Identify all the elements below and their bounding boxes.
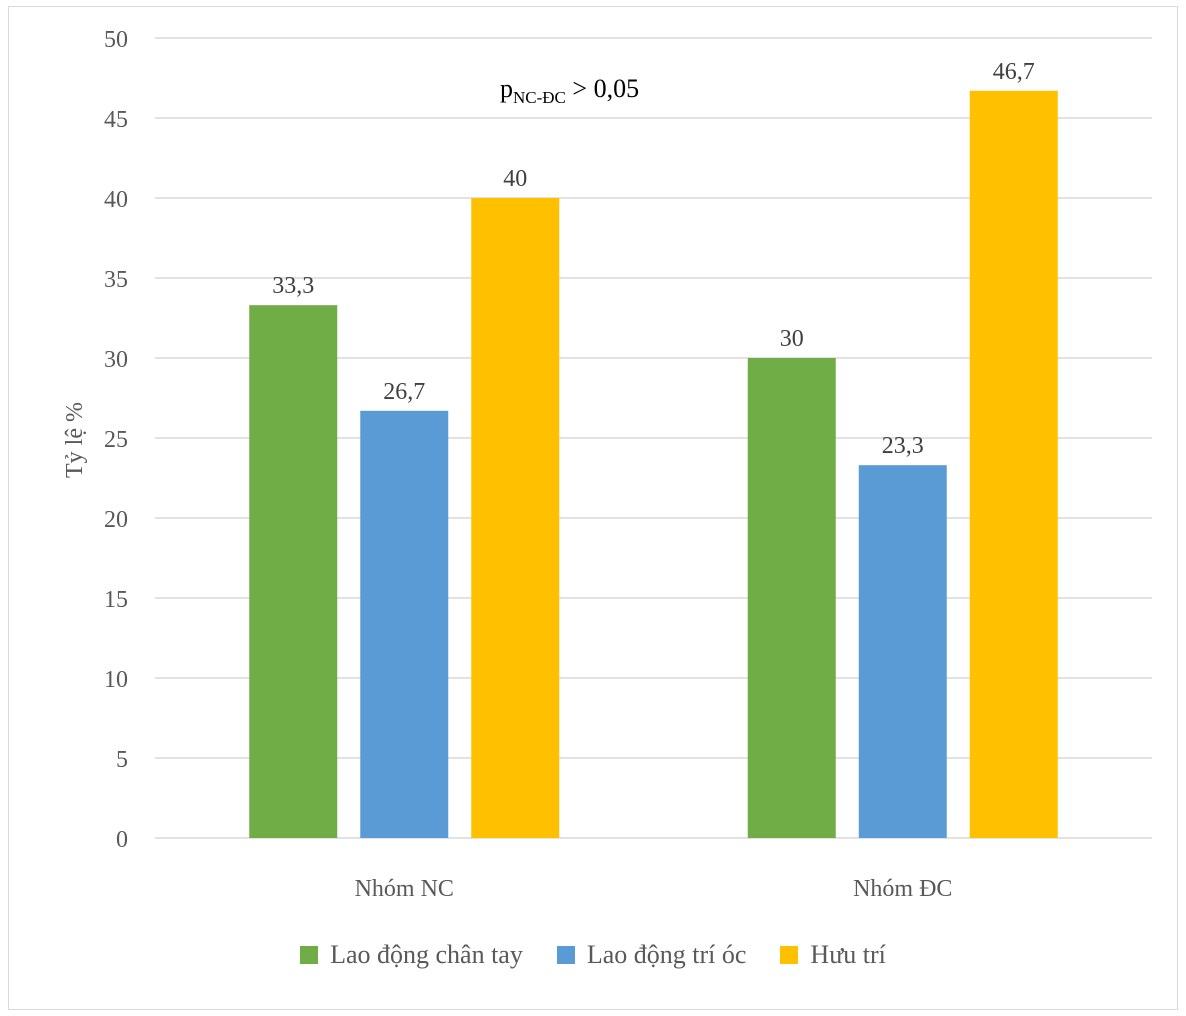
y-tick-label: 10 bbox=[104, 667, 128, 693]
data-label: 33,3 bbox=[272, 273, 314, 299]
bar bbox=[747, 358, 836, 838]
legend-swatch bbox=[300, 946, 319, 964]
legend-label: Hưu trí bbox=[810, 940, 886, 969]
y-tick-label: 25 bbox=[104, 427, 128, 453]
y-tick-label: 50 bbox=[104, 27, 128, 53]
bar-chart: 0 5 10 15 20 25 30 35 40 45 50 33,3 26,7 40 30 23,3 46,… bbox=[62, 27, 1152, 902]
bar bbox=[969, 90, 1058, 839]
p-value-annotation: pNC-ĐC > 0,05 bbox=[500, 74, 639, 107]
y-tick-label: 5 bbox=[116, 747, 128, 773]
legend-label: Lao động trí óc bbox=[586, 940, 747, 969]
category-label: Nhóm ĐC bbox=[853, 876, 952, 902]
y-tick-label: 45 bbox=[104, 107, 128, 133]
bars bbox=[249, 90, 1058, 839]
legend: Lao động chân tay Lao động trí óc Hưu trí bbox=[0, 940, 1186, 970]
y-axis-ticks: 0 5 10 15 20 25 30 35 40 45 50 bbox=[104, 27, 128, 853]
y-tick-label: 0 bbox=[116, 827, 128, 853]
data-label: 26,7 bbox=[383, 379, 425, 405]
bar bbox=[360, 410, 449, 838]
y-tick-label: 30 bbox=[104, 347, 128, 373]
data-label: 40 bbox=[503, 166, 527, 192]
data-label: 30 bbox=[780, 326, 804, 352]
legend-label: Lao động chân tay bbox=[330, 940, 523, 969]
legend-item: Hưu trí bbox=[780, 940, 886, 970]
category-labels: Nhóm NC Nhóm ĐC bbox=[355, 876, 953, 902]
legend-swatch bbox=[556, 946, 575, 964]
y-tick-label: 40 bbox=[104, 187, 128, 213]
bar bbox=[471, 198, 560, 838]
bar bbox=[858, 465, 947, 838]
y-tick-label: 35 bbox=[104, 267, 128, 293]
y-tick-label: 15 bbox=[104, 587, 128, 613]
legend-item: Lao động chân tay bbox=[300, 940, 523, 970]
data-labels: 33,3 26,7 40 30 23,3 46,7 bbox=[272, 59, 1035, 459]
y-axis-label: Tỷ lệ % bbox=[62, 402, 88, 478]
data-label: 46,7 bbox=[993, 59, 1035, 85]
bar bbox=[249, 305, 338, 838]
y-tick-label: 20 bbox=[104, 507, 128, 533]
legend-swatch bbox=[780, 946, 799, 964]
legend-item: Lao động trí óc bbox=[556, 940, 747, 970]
category-label: Nhóm NC bbox=[355, 876, 454, 902]
data-label: 23,3 bbox=[882, 433, 924, 459]
